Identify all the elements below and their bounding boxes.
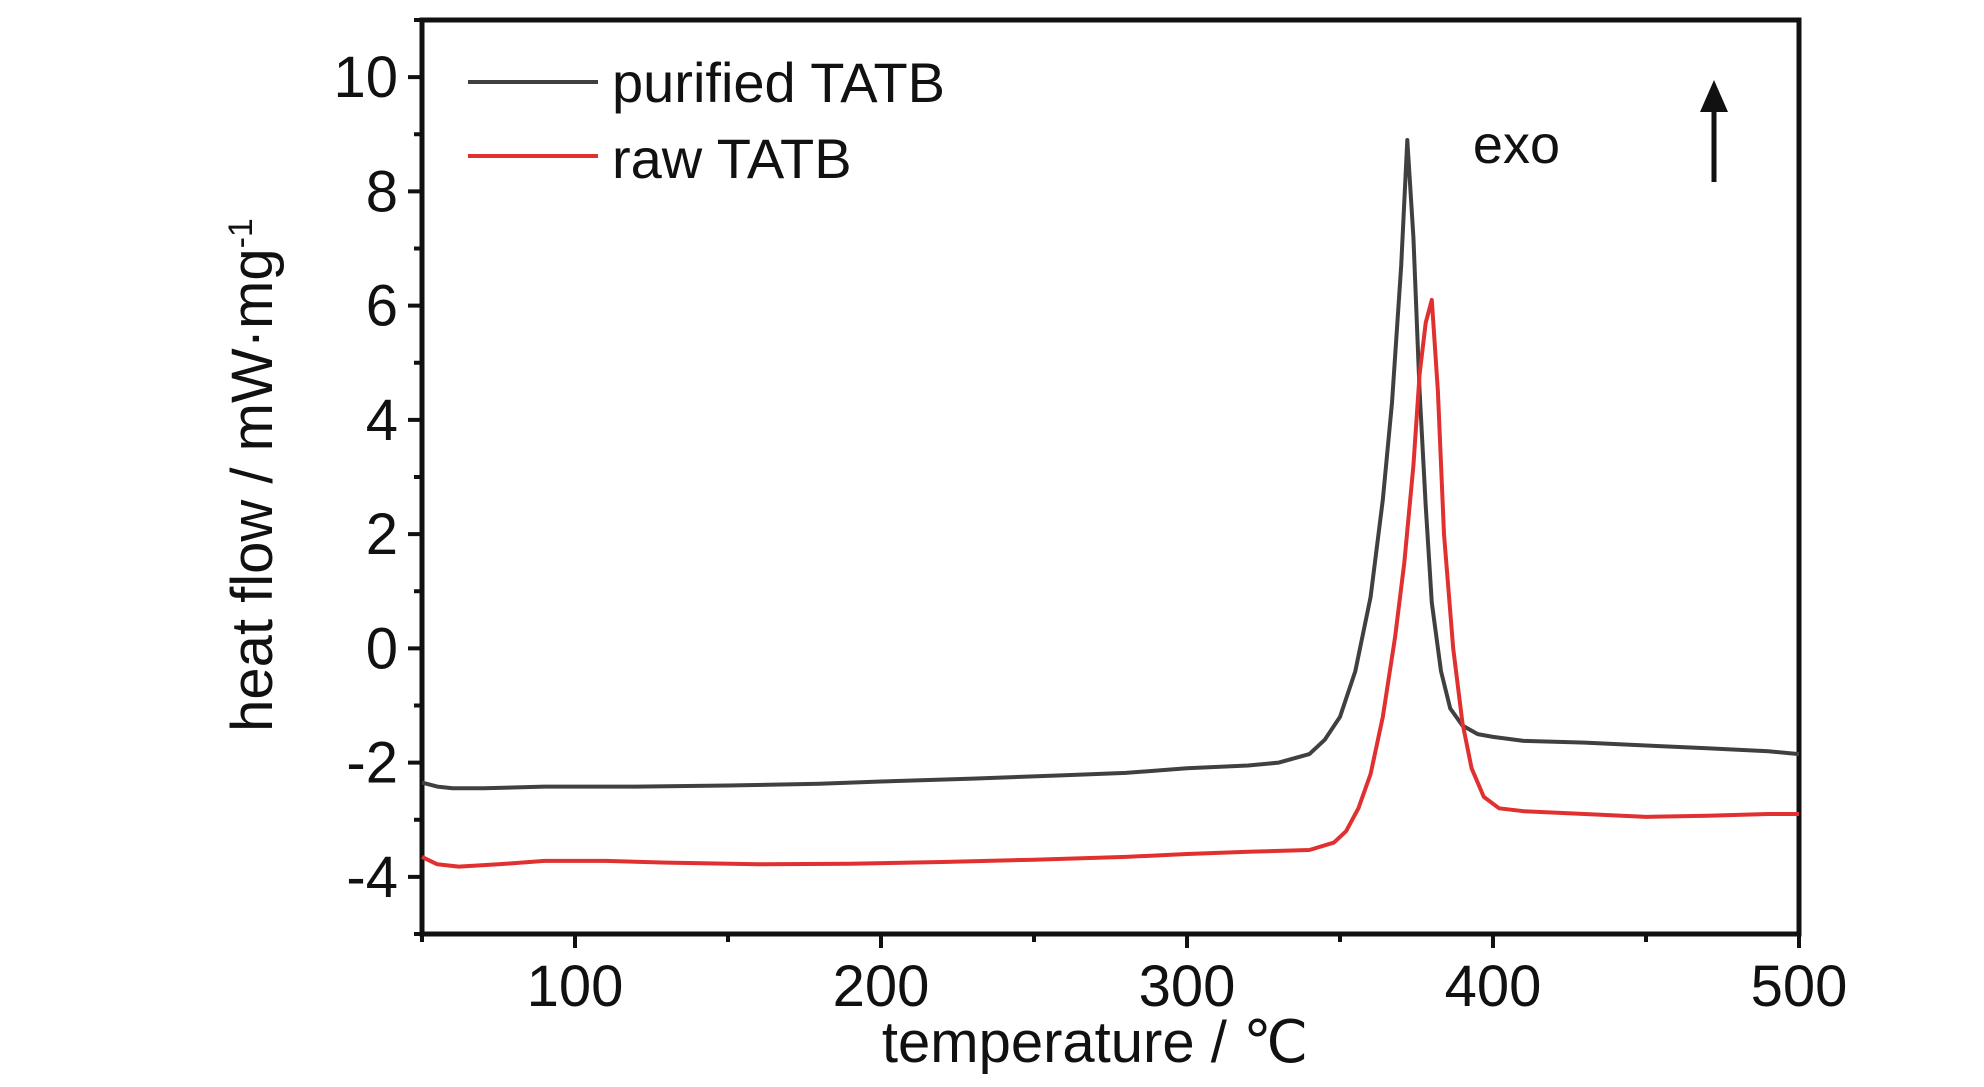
series-line-purified-tatb (421, 138, 1800, 791)
y-tick-label: 6 (366, 274, 398, 339)
y-tick-label: -2 (346, 731, 398, 796)
y-axis-label-superscript: -1 (222, 218, 260, 248)
exo-annotation: exo (1473, 80, 1728, 182)
legend: purified TATB raw TATB (468, 51, 945, 190)
y-tick-label: 8 (366, 159, 398, 224)
x-tick-label: 400 (1445, 954, 1542, 1019)
y-tick-label: 2 (366, 502, 398, 567)
up-arrow-icon (1700, 80, 1728, 182)
y-tick-label: 10 (333, 45, 398, 110)
y-axis-label: heat flow / mW·mg-1 (220, 218, 285, 732)
y-axis-label-main: heat flow / mW·mg (220, 248, 285, 731)
legend-label-purified: purified TATB (612, 51, 945, 114)
x-tick-label: 200 (833, 954, 930, 1019)
x-tick-label: 300 (1139, 954, 1236, 1019)
x-tick-label: 500 (1751, 954, 1848, 1019)
x-tick-label: 100 (527, 954, 624, 1019)
y-tick-label: 4 (366, 388, 398, 453)
series-layer (421, 138, 1800, 869)
x-axis-label: temperature / ℃ (882, 1010, 1308, 1075)
y-tick-label: -4 (346, 845, 398, 910)
legend-label-raw: raw TATB (612, 127, 852, 190)
y-tick-label: 0 (366, 616, 398, 681)
ticks-layer: 100 200 300 400 500 -4 -2 0 2 4 6 8 10 (333, 18, 1848, 1019)
series-line-raw-tatb (421, 297, 1799, 869)
exo-label: exo (1473, 115, 1560, 175)
